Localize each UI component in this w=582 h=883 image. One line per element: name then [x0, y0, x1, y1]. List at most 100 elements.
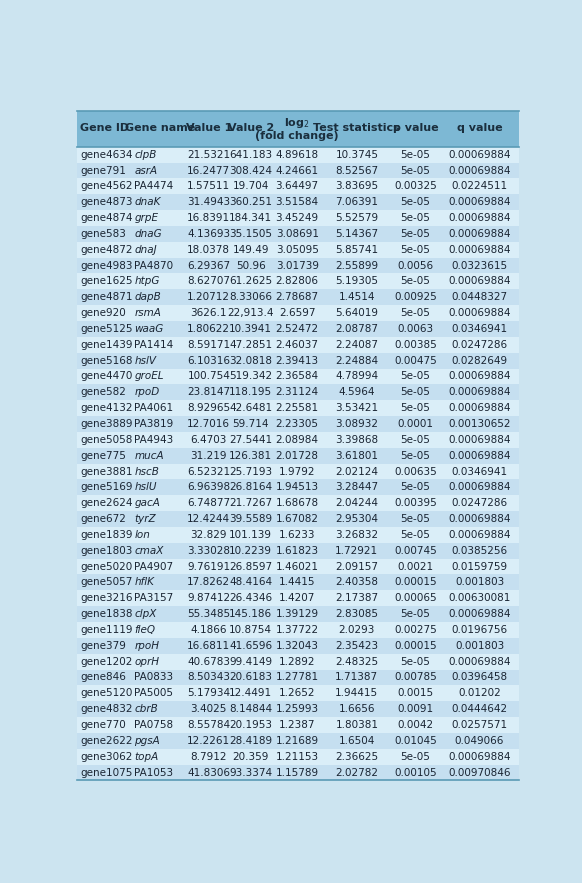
- Text: 2.09157: 2.09157: [335, 562, 378, 571]
- Text: 1.2652: 1.2652: [279, 689, 315, 698]
- Text: 16.6811: 16.6811: [187, 641, 230, 651]
- Text: 1.25993: 1.25993: [276, 704, 319, 714]
- Text: 1.4415: 1.4415: [279, 577, 315, 587]
- Text: 3.28447: 3.28447: [335, 482, 378, 493]
- Text: gene3889: gene3889: [80, 419, 133, 429]
- Text: gene4874: gene4874: [80, 213, 133, 223]
- Text: gene4871: gene4871: [80, 292, 133, 302]
- Text: lon: lon: [134, 530, 150, 540]
- Bar: [77, 194, 519, 210]
- Text: 21.7267: 21.7267: [229, 498, 272, 509]
- Text: 3.39868: 3.39868: [335, 434, 378, 445]
- Text: PA3819: PA3819: [134, 419, 173, 429]
- Text: 8.33066: 8.33066: [229, 292, 272, 302]
- Text: gene1119: gene1119: [80, 625, 133, 635]
- Text: 9.87412: 9.87412: [187, 593, 230, 603]
- Text: 2.0293: 2.0293: [339, 625, 375, 635]
- Text: 0.00325: 0.00325: [394, 181, 436, 192]
- Text: 0.00069884: 0.00069884: [448, 150, 511, 160]
- Text: pgsA: pgsA: [134, 736, 160, 746]
- Text: 0.00069884: 0.00069884: [448, 165, 511, 176]
- Text: 2.23305: 2.23305: [276, 419, 319, 429]
- Text: 2.40358: 2.40358: [335, 577, 378, 587]
- Text: 1.67082: 1.67082: [276, 514, 319, 524]
- Text: 2.52472: 2.52472: [276, 324, 319, 334]
- Text: 16.2477: 16.2477: [187, 165, 230, 176]
- Text: 0.0346941: 0.0346941: [452, 466, 508, 477]
- Text: 1.32043: 1.32043: [276, 641, 319, 651]
- Text: 8.14844: 8.14844: [229, 704, 272, 714]
- Text: 0.00970846: 0.00970846: [448, 767, 511, 778]
- Bar: [77, 701, 519, 717]
- Text: hslV: hslV: [134, 356, 157, 366]
- Text: gene5020: gene5020: [80, 562, 132, 571]
- Text: 3.61801: 3.61801: [335, 450, 378, 461]
- Text: 519.342: 519.342: [229, 372, 272, 381]
- Text: 0.0021: 0.0021: [398, 562, 434, 571]
- Text: 2.17387: 2.17387: [335, 593, 378, 603]
- Text: 5.14367: 5.14367: [335, 229, 378, 239]
- Text: dnaK: dnaK: [134, 197, 161, 208]
- Text: 6.4703: 6.4703: [190, 434, 227, 445]
- Text: 641.183: 641.183: [229, 150, 272, 160]
- Text: asrA: asrA: [134, 165, 158, 176]
- Text: 0.0063: 0.0063: [398, 324, 434, 334]
- Bar: [77, 306, 519, 321]
- Text: 0.00069884: 0.00069884: [448, 404, 511, 413]
- Text: 2.31124: 2.31124: [276, 388, 319, 397]
- Text: 10.2239: 10.2239: [229, 546, 272, 555]
- Text: gene4470: gene4470: [80, 372, 132, 381]
- Text: 0.0323615: 0.0323615: [452, 260, 508, 270]
- Text: 8.52567: 8.52567: [335, 165, 378, 176]
- Text: gene4634: gene4634: [80, 150, 133, 160]
- Bar: [77, 448, 519, 464]
- Text: 5e-05: 5e-05: [400, 434, 430, 445]
- Text: 0.00785: 0.00785: [394, 673, 436, 683]
- Text: 1.94513: 1.94513: [276, 482, 319, 493]
- Text: 8.92965: 8.92965: [187, 404, 230, 413]
- Text: 41.8306: 41.8306: [187, 767, 230, 778]
- Text: 0.0257571: 0.0257571: [452, 720, 508, 730]
- Text: 1.37722: 1.37722: [276, 625, 319, 635]
- Text: 3.64497: 3.64497: [276, 181, 319, 192]
- Text: p value: p value: [393, 124, 438, 133]
- Text: 0.00015: 0.00015: [394, 577, 436, 587]
- Text: 61.2625: 61.2625: [229, 276, 272, 286]
- Text: hscB: hscB: [134, 466, 159, 477]
- Text: hflK: hflK: [134, 577, 154, 587]
- Text: 1.4514: 1.4514: [339, 292, 375, 302]
- Text: 1.72921: 1.72921: [335, 546, 378, 555]
- Text: gene1839: gene1839: [80, 530, 133, 540]
- Text: 1.6504: 1.6504: [339, 736, 375, 746]
- Text: PA4474: PA4474: [134, 181, 173, 192]
- Text: PA4907: PA4907: [134, 562, 173, 571]
- Text: dnaG: dnaG: [134, 229, 162, 239]
- Text: 2.01728: 2.01728: [276, 450, 319, 461]
- Bar: [77, 400, 519, 416]
- Text: dnaJ: dnaJ: [134, 245, 157, 254]
- Text: 10.3941: 10.3941: [229, 324, 272, 334]
- Text: 2.48325: 2.48325: [335, 657, 378, 667]
- Text: 25.7193: 25.7193: [229, 466, 272, 477]
- Text: 3.83695: 3.83695: [335, 181, 378, 192]
- Text: 99.4149: 99.4149: [229, 657, 272, 667]
- Text: Gene ID: Gene ID: [80, 124, 129, 133]
- Text: gene846: gene846: [80, 673, 126, 683]
- Text: 0.00069884: 0.00069884: [448, 450, 511, 461]
- Text: 3.51584: 3.51584: [276, 197, 319, 208]
- Bar: [77, 226, 519, 242]
- Bar: [77, 622, 519, 638]
- Text: 5e-05: 5e-05: [400, 308, 430, 318]
- Text: 0.0159759: 0.0159759: [452, 562, 508, 571]
- Bar: [77, 685, 519, 701]
- Text: 2.24884: 2.24884: [335, 356, 378, 366]
- Text: 0.0042: 0.0042: [398, 720, 434, 730]
- Text: gene5120: gene5120: [80, 689, 132, 698]
- Text: Test statistics: Test statistics: [314, 124, 400, 133]
- Text: gene5058: gene5058: [80, 434, 132, 445]
- Text: 26.4346: 26.4346: [229, 593, 272, 603]
- Bar: [77, 147, 519, 162]
- Text: PA4870: PA4870: [134, 260, 173, 270]
- Text: 0.01202: 0.01202: [458, 689, 501, 698]
- Text: 12.7016: 12.7016: [187, 419, 230, 429]
